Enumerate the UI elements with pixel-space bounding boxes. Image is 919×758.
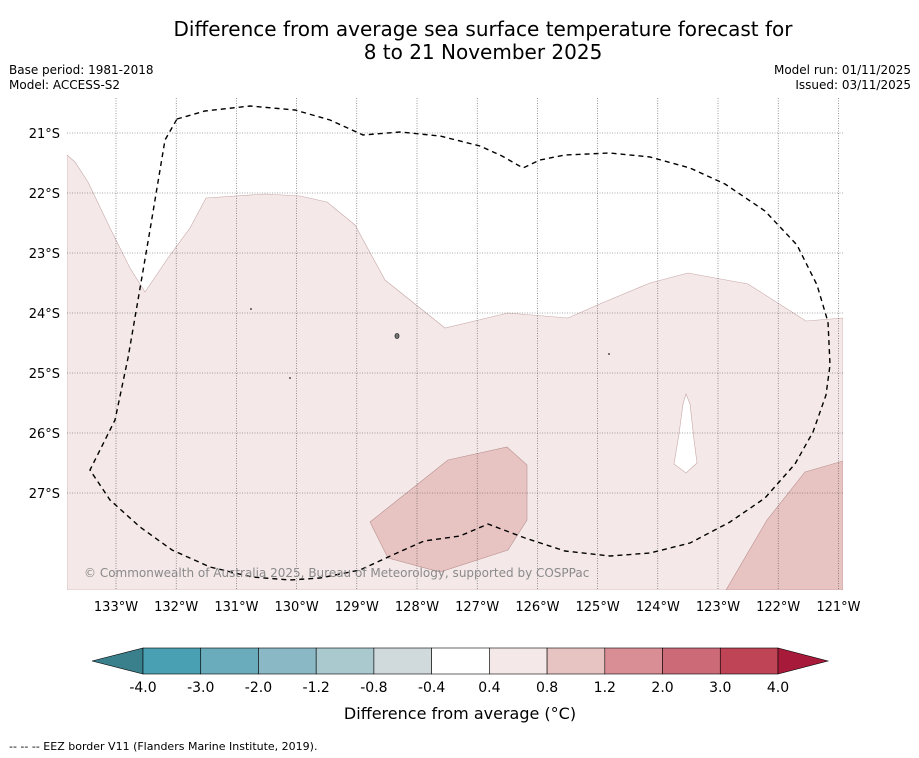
map-area: © Commonwealth of Australia 2025, Bureau… <box>67 98 843 590</box>
colorbar-tick-label: 4.0 <box>767 680 789 696</box>
colorbar-bin <box>719 647 779 675</box>
chart-title: Difference from average sea surface temp… <box>0 18 919 64</box>
latitude-label: 25°S <box>29 367 60 382</box>
neutral-pocket <box>673 393 698 474</box>
island-marker <box>608 353 610 355</box>
anomaly-region-0.8-1.2 <box>725 460 843 590</box>
latitude-label: 22°S <box>29 187 60 202</box>
island-marker <box>289 377 291 379</box>
colorbar-bin <box>489 647 548 675</box>
colorbar-tick-label: 0.4 <box>478 680 500 696</box>
colorbar-tick-label: 1.2 <box>594 680 616 696</box>
colorbar-tick-label: -3.0 <box>187 680 214 696</box>
latitude-label: 24°S <box>29 307 60 322</box>
colorbar-tick-label: -4.0 <box>129 680 156 696</box>
colorbar-tick-label: 2.0 <box>651 680 673 696</box>
eez-footnote: -- -- -- EEZ border V11 (Flanders Marine… <box>9 740 318 753</box>
anomaly-region-0.8-1.2 <box>369 446 528 573</box>
meta-left: Base period: 1981-2018 Model: ACCESS-S2 <box>9 63 154 93</box>
colorbar-tick-label: -2.0 <box>245 680 272 696</box>
colorbar-tick-label: -1.2 <box>303 680 330 696</box>
colorbar-tick-label: 0.8 <box>536 680 558 696</box>
colorbar-bin <box>662 647 721 675</box>
colorbar-extend-low <box>91 647 144 675</box>
latitude-label: 21°S <box>29 127 60 142</box>
colorbar-bin <box>142 647 202 675</box>
colorbar-bin <box>258 647 317 675</box>
island-marker <box>394 333 400 339</box>
longitude-labels: 133°W 132°W 131°W 130°W 129°W 128°W 127°W 126°W… <box>94 600 861 615</box>
longitude-label: 133°W <box>94 600 138 615</box>
colorbar-tick-labels: -4.0 -3.0 -2.0 -1.2 -0.8 -0.4 0.4 0.8 1.2 2.0 3.0 4… <box>129 680 789 696</box>
latitude-label: 27°S <box>29 487 60 502</box>
longitude-label: 123°W <box>696 600 740 615</box>
longitude-label: 131°W <box>214 600 258 615</box>
latitude-labels: 21°S 22°S 23°S 24°S 25°S 26°S 27°S <box>29 127 60 502</box>
colorbar-tick-label: 3.0 <box>709 680 731 696</box>
longitude-label: 122°W <box>756 600 800 615</box>
colorbar-extend-high <box>777 647 830 675</box>
colorbar-bin <box>315 647 375 675</box>
colorbar-tick-label: -0.4 <box>418 680 445 696</box>
colorbar-bin <box>431 647 490 675</box>
longitude-label: 127°W <box>455 600 499 615</box>
longitude-label: 124°W <box>636 600 680 615</box>
base-period-label: Base period: 1981-2018 <box>9 63 154 77</box>
model-run-label: Model run: 01/11/2025 <box>773 63 911 77</box>
colorbar <box>91 647 830 675</box>
gridlines <box>67 98 843 590</box>
longitude-label: 130°W <box>275 600 319 615</box>
longitude-label: 128°W <box>395 600 439 615</box>
longitude-label: 132°W <box>154 600 198 615</box>
copyright-notice: © Commonwealth of Australia 2025, Bureau… <box>84 566 589 580</box>
issued-label: Issued: 03/11/2025 <box>795 78 911 92</box>
anomaly-region-0.4-0.8 <box>67 154 843 590</box>
title-line-1: Difference from average sea surface temp… <box>173 17 793 41</box>
longitude-label: 129°W <box>335 600 379 615</box>
latitude-label: 26°S <box>29 427 60 442</box>
meta-right: Model run: 01/11/2025 Issued: 03/11/2025 <box>774 63 911 93</box>
title-line-2: 8 to 21 November 2025 <box>363 40 603 64</box>
eez-border <box>89 105 831 581</box>
colorbar-bin <box>200 647 259 675</box>
colorbar-bin <box>604 647 663 675</box>
island-marker <box>250 308 252 310</box>
longitude-label: 125°W <box>576 600 620 615</box>
colorbar-tick-label: -0.8 <box>360 680 387 696</box>
colorbar-title: Difference from average (°C) <box>343 704 577 723</box>
colorbar-bin <box>373 647 432 675</box>
longitude-label: 121°W <box>816 600 860 615</box>
longitude-label: 126°W <box>515 600 559 615</box>
latitude-label: 23°S <box>29 247 60 262</box>
colorbar-bin <box>546 647 606 675</box>
model-label: Model: ACCESS-S2 <box>9 78 121 92</box>
